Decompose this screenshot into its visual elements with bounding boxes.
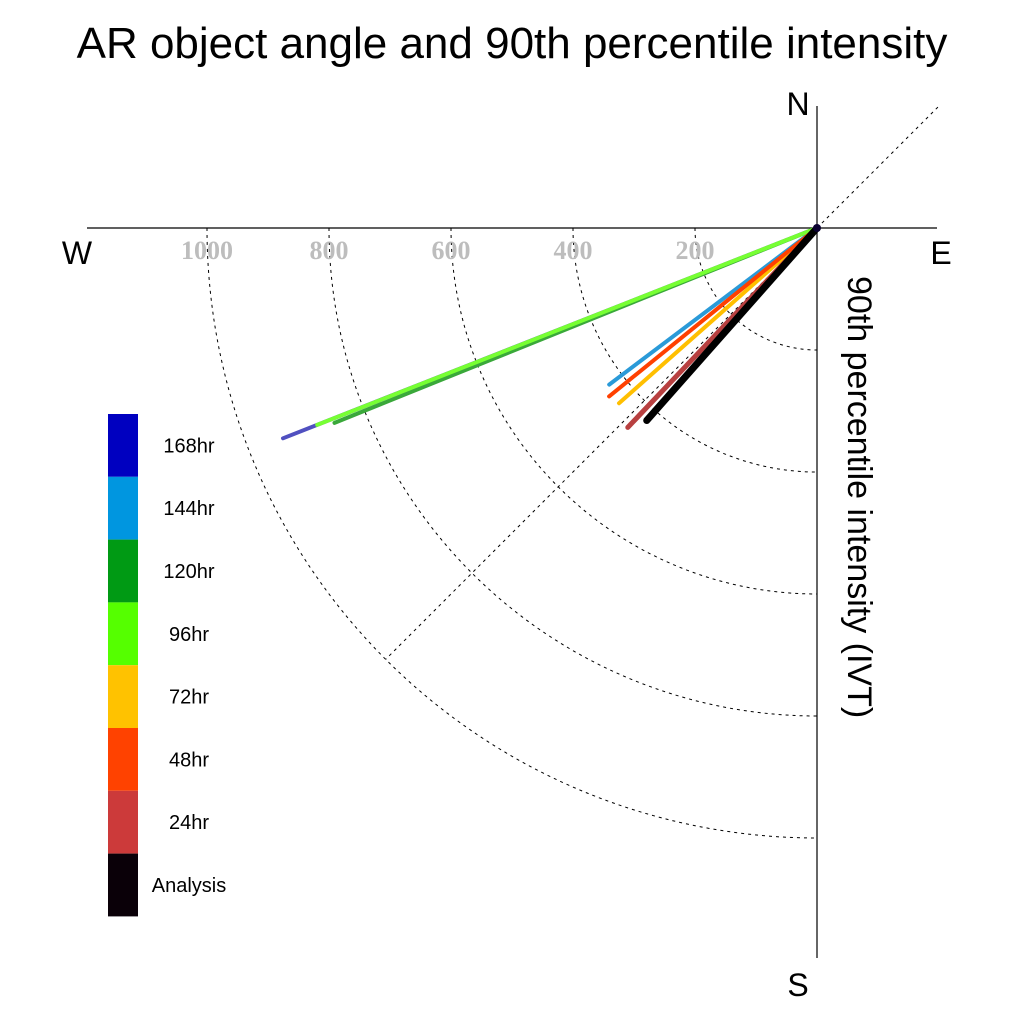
compass-east: E [930,235,951,271]
legend-label-analysis: Analysis [152,875,226,897]
legend-swatch-144hr [108,476,138,540]
legend-swatch-48hr [108,728,138,791]
legend-swatch-72hr [108,665,138,728]
legend-label-96hr: 96hr [169,624,209,646]
legend-swatch-24hr [108,790,138,854]
tick-label-400: 400 [554,236,593,265]
chart-title: AR object angle and 90th percentile inte… [77,19,948,68]
tick-label-800: 800 [310,236,349,265]
grid-arc-400 [572,227,818,473]
legend-swatch-96hr [108,602,138,666]
compass-south: S [787,967,808,1003]
legend-swatch-120hr [108,539,138,603]
legend-label-168hr: 168hr [163,435,214,457]
origin-marker [813,224,821,232]
tick-label-200: 200 [676,236,715,265]
series-vector-analysis [643,224,821,424]
radial-tick-labels: 200 400 600 800 1000 [181,236,715,265]
compass-west: W [62,235,93,271]
radial-grid [206,227,818,839]
northeast-diagonal [816,104,941,229]
tick-label-600: 600 [432,236,471,265]
legend-label-24hr: 24hr [169,812,209,834]
series-vector-96hr [315,226,819,427]
grid-arc-1000 [206,227,818,839]
legend-label-120hr: 120hr [163,561,214,583]
compass-north: N [786,86,809,122]
legend-label-72hr: 72hr [169,687,209,709]
legend-label-48hr: 48hr [169,749,209,771]
vector-series [281,224,821,441]
tick-label-1000: 1000 [181,236,233,265]
radial-axis-label: 90th percentile intensity (IVT) [840,276,878,718]
series-vector-48hr [607,226,819,399]
legend-label-144hr: 144hr [163,498,214,520]
legend-swatch-168hr [108,414,138,477]
legend-swatch-analysis [108,853,138,917]
legend: 168hr 144hr 120hr 96hr 72hr 48hr 24hr Analysis [108,414,226,917]
